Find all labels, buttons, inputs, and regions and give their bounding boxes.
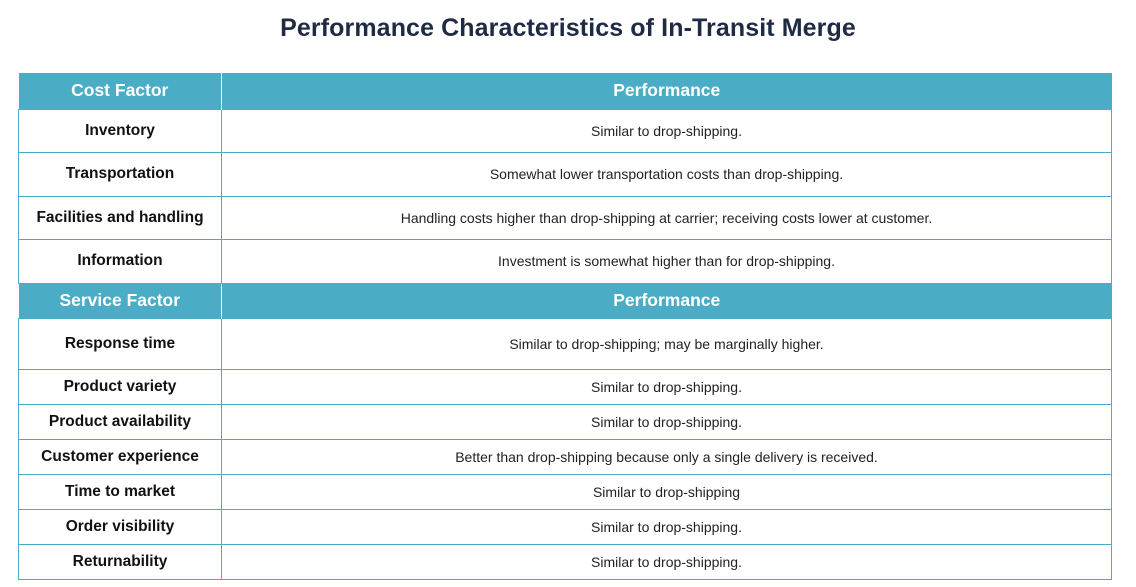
performance-cell: Better than drop-shipping because only a… <box>221 438 1112 475</box>
factor-cell: Order visibility <box>18 508 222 545</box>
factor-cell: Transportation <box>18 151 222 197</box>
service-performance-header: Performance <box>221 283 1112 318</box>
table-row: Transportation Somewhat lower transporta… <box>18 151 1112 197</box>
performance-cell: Somewhat lower transportation costs than… <box>221 151 1112 197</box>
cost-factor-header: Cost Factor <box>18 73 222 109</box>
performance-table: Cost Factor Performance Inventory Simila… <box>18 73 1112 580</box>
factor-cell: Product variety <box>18 368 222 405</box>
table-row: Customer experience Better than drop-shi… <box>18 438 1112 475</box>
factor-cell: Returnability <box>18 543 222 580</box>
cost-header-row: Cost Factor Performance <box>18 73 1112 109</box>
performance-cell: Similar to drop-shipping. <box>221 368 1112 405</box>
factor-cell: Facilities and handling <box>18 195 222 240</box>
service-header-row: Service Factor Performance <box>18 283 1112 318</box>
table-row: Response time Similar to drop-shipping; … <box>18 317 1112 370</box>
table-row: Order visibility Similar to drop-shippin… <box>18 508 1112 545</box>
performance-cell: Similar to drop-shipping. <box>221 543 1112 580</box>
table-row: Returnability Similar to drop-shipping. <box>18 543 1112 580</box>
table-row: Information Investment is somewhat highe… <box>18 238 1112 284</box>
factor-cell: Product availability <box>18 403 222 440</box>
performance-cell: Similar to drop-shipping. <box>221 403 1112 440</box>
factor-cell: Customer experience <box>18 438 222 475</box>
table-row: Inventory Similar to drop-shipping. <box>18 108 1112 153</box>
performance-cell: Similar to drop-shipping. <box>221 508 1112 545</box>
factor-cell: Information <box>18 238 222 284</box>
factor-cell: Inventory <box>18 108 222 153</box>
cost-performance-header: Performance <box>221 73 1112 109</box>
table-row: Product variety Similar to drop-shipping… <box>18 368 1112 405</box>
factor-cell: Time to market <box>18 473 222 510</box>
table-row: Product availability Similar to drop-shi… <box>18 403 1112 440</box>
performance-cell: Handling costs higher than drop-shipping… <box>221 195 1112 240</box>
factor-cell: Response time <box>18 317 222 370</box>
table-row: Time to market Similar to drop-shipping <box>18 473 1112 510</box>
performance-cell: Similar to drop-shipping. <box>221 108 1112 153</box>
performance-cell: Similar to drop-shipping <box>221 473 1112 510</box>
performance-cell: Investment is somewhat higher than for d… <box>221 238 1112 284</box>
table-row: Facilities and handling Handling costs h… <box>18 195 1112 240</box>
service-factor-header: Service Factor <box>18 283 222 318</box>
page-title: Performance Characteristics of In-Transi… <box>280 14 856 42</box>
performance-cell: Similar to drop-shipping; may be margina… <box>221 317 1112 370</box>
